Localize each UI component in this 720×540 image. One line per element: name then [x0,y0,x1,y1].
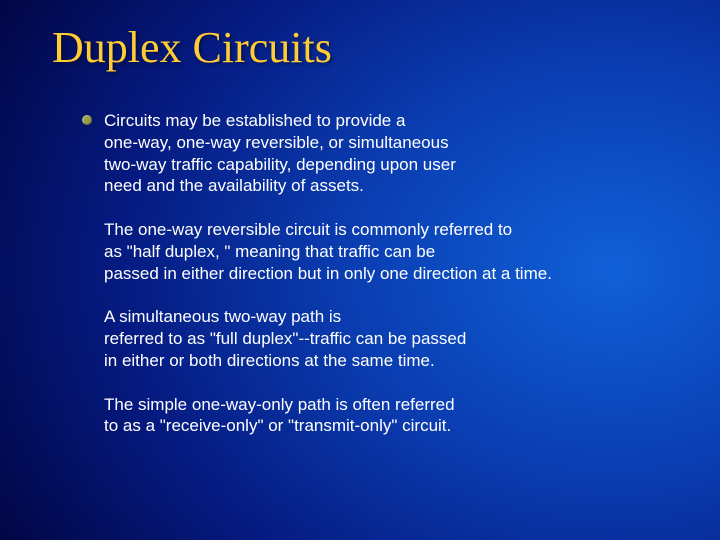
paragraph: Circuits may be established to provide a… [104,110,680,197]
text-line: need and the availability of assets. [104,175,680,197]
text-line: referred to as "full duplex"--traffic ca… [104,328,680,350]
text-line: two-way traffic capability, depending up… [104,154,680,176]
text-line: The simple one-way-only path is often re… [104,394,680,416]
text-line: Circuits may be established to provide a [104,110,680,132]
text-line: passed in either direction but in only o… [104,263,680,285]
text-line: one-way, one-way reversible, or simultan… [104,132,680,154]
paragraph: The one-way reversible circuit is common… [104,219,680,284]
slide-body: Circuits may be established to provide a… [104,110,680,459]
text-line: A simultaneous two-way path is [104,306,680,328]
text-line: as "half duplex, " meaning that traffic … [104,241,680,263]
text-line: to as a "receive-only" or "transmit-only… [104,415,680,437]
slide-title: Duplex Circuits [52,22,332,73]
text-line: in either or both directions at the same… [104,350,680,372]
paragraph: A simultaneous two-way path is referred … [104,306,680,371]
text-line: The one-way reversible circuit is common… [104,219,680,241]
paragraph: The simple one-way-only path is often re… [104,394,680,438]
slide: Duplex Circuits Circuits may be establis… [0,0,720,540]
